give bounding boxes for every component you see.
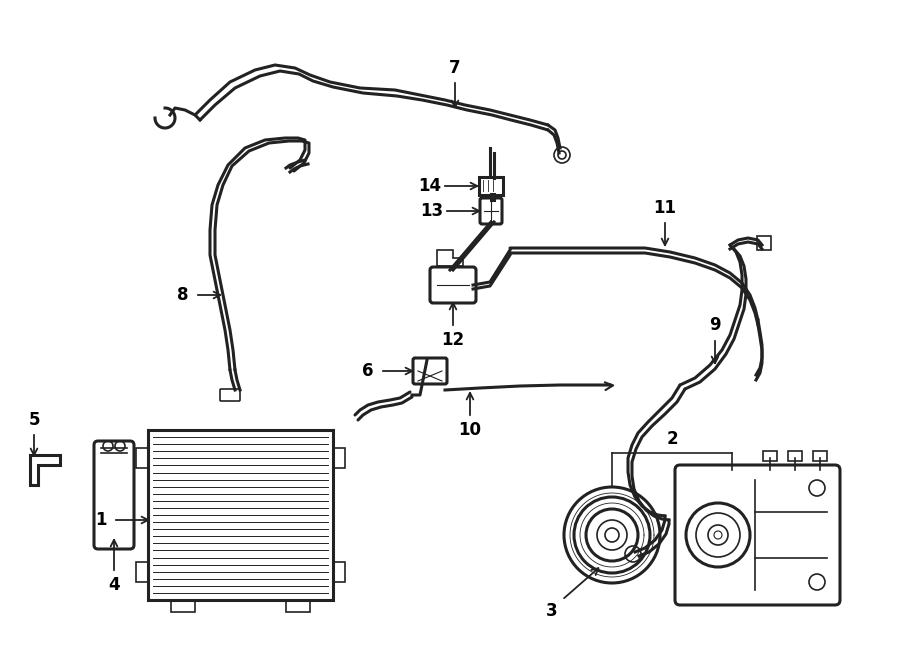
Text: 12: 12 bbox=[441, 331, 464, 349]
Text: 9: 9 bbox=[709, 316, 721, 334]
Text: 7: 7 bbox=[449, 59, 461, 77]
Text: 2: 2 bbox=[666, 430, 678, 448]
Text: 14: 14 bbox=[418, 177, 442, 195]
Text: 6: 6 bbox=[362, 362, 374, 380]
Text: 5: 5 bbox=[28, 411, 40, 429]
Text: 13: 13 bbox=[420, 202, 444, 220]
Text: 1: 1 bbox=[95, 511, 107, 529]
Text: 8: 8 bbox=[177, 286, 189, 304]
Text: 4: 4 bbox=[108, 576, 120, 594]
Text: 11: 11 bbox=[653, 199, 677, 217]
Text: 10: 10 bbox=[458, 421, 482, 439]
Text: 3: 3 bbox=[546, 602, 558, 620]
